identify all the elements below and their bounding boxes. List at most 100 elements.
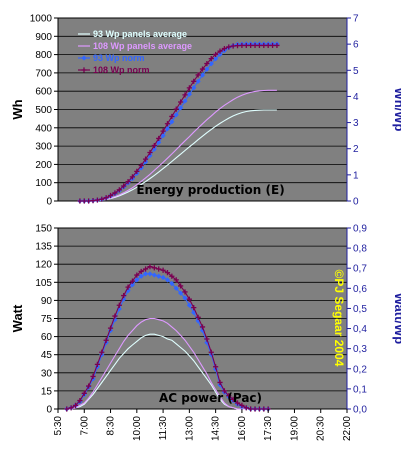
- data-point: [94, 361, 101, 367]
- data-point: [213, 51, 219, 58]
- data-point: [134, 272, 140, 278]
- legend-label: 108 Wp norm: [93, 65, 150, 75]
- right-tick-label: 0,4: [353, 324, 367, 335]
- x-tick-label: 11:30: [158, 416, 169, 441]
- energy-series: [77, 41, 280, 204]
- energy-right-axis-ticks: 0 1 2 3 4 5 6 7: [346, 14, 359, 208]
- data-point: [173, 285, 179, 291]
- y-tick-label: 800: [35, 50, 52, 61]
- data-point: [129, 278, 136, 284]
- data-point: [226, 44, 232, 50]
- data-point: [107, 192, 114, 199]
- data-point: [90, 373, 96, 380]
- data-point: [107, 325, 114, 331]
- data-point: [182, 98, 188, 104]
- data-point: [121, 292, 127, 299]
- data-point: [208, 349, 214, 355]
- power-left-axis-label: Watt: [10, 304, 25, 332]
- energy-chart-title: Energy production (E): [136, 183, 284, 197]
- data-point: [147, 149, 153, 156]
- data-point: [208, 61, 214, 67]
- legend-label: 93 Wp norm: [93, 53, 145, 63]
- data-point: [138, 162, 144, 169]
- y-tick-label: 135: [35, 242, 52, 253]
- data-point: [213, 56, 219, 62]
- data-point: [134, 168, 140, 174]
- data-point: [221, 388, 227, 394]
- y-tick-label: 500: [35, 105, 52, 116]
- y-tick-label: 105: [35, 278, 52, 289]
- data-point: [112, 190, 118, 196]
- data-point: [173, 277, 179, 283]
- data-point: [68, 405, 74, 411]
- data-point: [169, 280, 175, 287]
- data-point: [230, 43, 236, 49]
- data-point: [195, 72, 201, 78]
- data-point: [81, 390, 87, 396]
- power-right-axis-label: Watt/Wp: [392, 293, 401, 345]
- y-tick-label: 15: [41, 386, 53, 397]
- data-point: [178, 99, 184, 105]
- right-tick-label: 0,5: [353, 304, 367, 315]
- y-tick-label: 60: [41, 332, 53, 343]
- data-point: [186, 91, 192, 97]
- data-point: [103, 337, 109, 343]
- data-point: [169, 273, 175, 279]
- data-point: [142, 271, 149, 277]
- right-tick-label: 0,0: [353, 405, 367, 416]
- time-axis-ticks: 5:30 7:00 8:30 10:00 11:30 13:00 14:30 16:00 17:…: [53, 409, 353, 441]
- y-tick-label: 1000: [30, 14, 53, 25]
- y-tick-label: 0: [46, 197, 52, 208]
- data-point: [121, 183, 127, 189]
- x-tick-label: 7:00: [79, 416, 90, 436]
- data-point: [186, 85, 192, 91]
- data-point: [81, 198, 87, 204]
- data-point: [204, 336, 210, 342]
- y-tick-label: 900: [35, 32, 52, 43]
- data-point: [116, 306, 122, 312]
- data-point: [195, 314, 201, 320]
- data-point: [160, 274, 166, 281]
- data-point: [178, 290, 184, 296]
- y-tick-label: 300: [35, 142, 52, 153]
- data-point: [178, 105, 184, 111]
- data-point: [121, 296, 127, 302]
- legend-label: 108 Wp panels average: [93, 41, 192, 51]
- y-tick-label: 100: [35, 178, 52, 189]
- data-point: [103, 195, 109, 201]
- y-tick-label: 45: [41, 350, 53, 361]
- data-point: [261, 42, 267, 49]
- x-tick-label: 5:30: [53, 416, 64, 436]
- data-point: [86, 198, 92, 204]
- data-point: [256, 406, 263, 412]
- right-tick-label: 0,6: [353, 284, 367, 295]
- data-point: [160, 128, 166, 134]
- data-point: [221, 45, 227, 52]
- y-tick-label: 90: [41, 296, 53, 307]
- x-tick-label: 10:00: [132, 416, 143, 441]
- y-tick-label: 600: [35, 87, 52, 98]
- y-tick-label: 0: [46, 405, 52, 416]
- power-series: [64, 264, 271, 412]
- data-point: [77, 198, 83, 204]
- data-point: [142, 156, 149, 162]
- right-tick-label: 7: [353, 14, 359, 25]
- data-point: [256, 42, 263, 49]
- data-point: [243, 42, 249, 49]
- data-point: [169, 113, 175, 120]
- y-tick-label: 200: [35, 160, 52, 171]
- data-point: [129, 174, 136, 180]
- data-point: [265, 42, 271, 49]
- data-point: [142, 266, 149, 272]
- data-point: [199, 66, 206, 72]
- data-point: [77, 397, 83, 404]
- x-tick-label: 13:00: [184, 416, 195, 441]
- data-point: [199, 72, 206, 78]
- data-point: [129, 282, 136, 288]
- energy-left-axis-ticks: 0 100 200 300 400 500 600 700 800 900 1000: [30, 14, 58, 208]
- y-tick-label: 75: [41, 314, 53, 325]
- data-point: [156, 135, 162, 142]
- data-point: [156, 266, 162, 272]
- y-tick-label: 30: [41, 368, 53, 379]
- data-point: [116, 187, 122, 193]
